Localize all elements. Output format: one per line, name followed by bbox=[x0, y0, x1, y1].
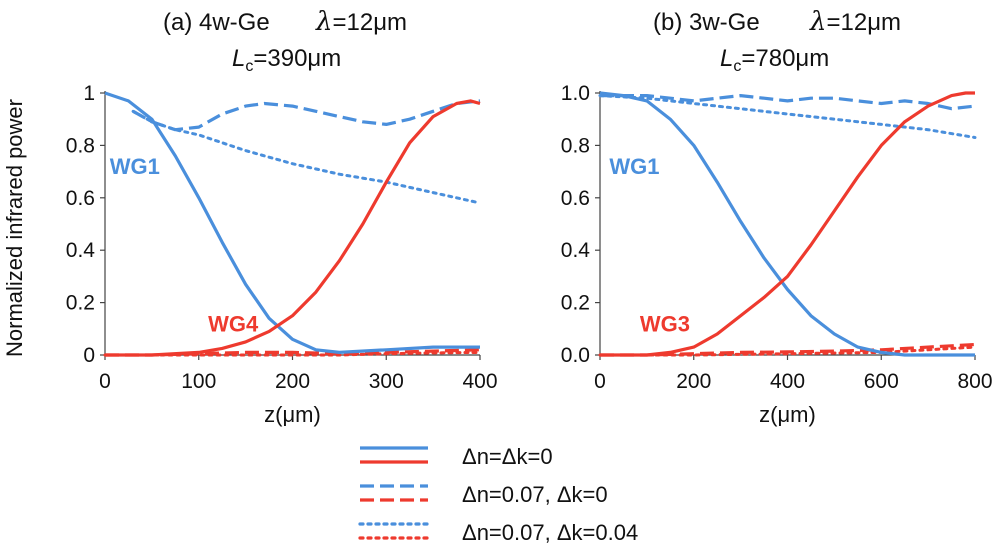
panel-a-y-tick-label: 0.2 bbox=[66, 292, 95, 315]
panel-a-y-tick-label: 0.8 bbox=[66, 134, 95, 157]
panel-b-series-blue-solid bbox=[599, 91, 975, 357]
panel-b-x-tick-label: 0 bbox=[594, 370, 606, 393]
panel-a-x-tick-label: 400 bbox=[462, 370, 497, 393]
panel-b-x-tick-label: 600 bbox=[864, 370, 899, 393]
legend-label-dashed: Δn=0.07, Δk=0 bbox=[462, 482, 608, 507]
panel-b-title: (b) 3w-Ge λ=12μm Lc=780μm bbox=[653, 7, 901, 75]
panel-b-x-axis-label: z(μm) bbox=[759, 402, 816, 427]
panel-a-x-tick-label: 100 bbox=[181, 370, 216, 393]
panel-a-y-tick-label: 0.6 bbox=[66, 187, 95, 210]
chart-panel-a: 0 0.2 0.4 0.6 0.8 1 0 100 200 300 400 z(μm) WG1 WG4 bbox=[66, 82, 498, 427]
panel-a-title-lambda: λ=12μm bbox=[315, 7, 407, 37]
panel-b-label-wg1: WG1 bbox=[609, 154, 659, 179]
panel-a-title-main: (a) 4w-Ge bbox=[163, 9, 270, 36]
panel-a-label-wg4: WG4 bbox=[208, 311, 259, 336]
panel-b-lambda-value: =12μm bbox=[826, 9, 901, 36]
panel-a-y-tick-label: 0 bbox=[83, 344, 95, 367]
panel-b-lc-sub: c bbox=[733, 58, 741, 75]
panel-b-title-lambda: λ=12μm bbox=[809, 7, 901, 37]
panel-b-y-tick-label: 1.0 bbox=[561, 82, 590, 105]
legend-entry-solid: Δn=Δk=0 bbox=[360, 444, 553, 469]
panel-a-x-tick-label: 0 bbox=[99, 370, 111, 393]
panel-a-series-blue-dashed bbox=[132, 99, 481, 132]
panel-b-title-main: (b) 3w-Ge bbox=[653, 9, 760, 36]
panel-a-coupling-length: Lc=390μm bbox=[232, 45, 341, 75]
panel-a-x-tick-label: 200 bbox=[275, 370, 310, 393]
legend-label-dotted: Δn=0.07, Δk=0.04 bbox=[462, 520, 638, 545]
panel-a-x-tick-label: 300 bbox=[369, 370, 404, 393]
panel-b-series-blue-dashed bbox=[600, 93, 976, 111]
panel-a-title: (a) 4w-Ge λ=12μm Lc=390μm bbox=[163, 7, 407, 75]
chart-panel-b: 0.0 0.2 0.4 0.6 0.8 1.0 0 200 400 600 800 z(μm) WG1 W… bbox=[561, 82, 993, 427]
panel-a-lambda-symbol: λ bbox=[315, 7, 332, 37]
panel-b-lambda-symbol: λ bbox=[809, 7, 826, 37]
panel-a-series-blue-solid bbox=[104, 91, 480, 354]
legend-label-solid: Δn=Δk=0 bbox=[462, 444, 553, 469]
panel-b-y-tick-label: 0.0 bbox=[561, 344, 590, 367]
y-axis-label: Normalized infrared power bbox=[2, 99, 27, 357]
panel-b-y-tick-label: 0.8 bbox=[561, 134, 590, 157]
panel-a-series-red-dotted bbox=[103, 350, 482, 357]
panel-b-coupling-length: Lc=780μm bbox=[720, 45, 829, 75]
panel-b-series-red-solid bbox=[600, 91, 975, 357]
panel-b-label-wg3: WG3 bbox=[640, 311, 690, 336]
panel-a-lc-sub: c bbox=[245, 58, 253, 75]
panel-b-x-tick-label: 200 bbox=[676, 370, 711, 393]
panel-a-y-tick-label: 0.4 bbox=[66, 239, 96, 262]
panel-b-series-blue-dotted bbox=[598, 94, 977, 139]
panel-b-y-tick-label: 0.4 bbox=[561, 239, 591, 262]
panel-b-series-red-dotted bbox=[598, 345, 977, 357]
legend-entry-dotted: Δn=0.07, Δk=0.04 bbox=[358, 520, 638, 545]
panel-b-x-tick-label: 800 bbox=[957, 370, 992, 393]
panel-b-x-tick-label: 400 bbox=[770, 370, 805, 393]
panel-a-series-blue-dotted bbox=[131, 109, 482, 205]
legend: Δn=Δk=0 Δn=0.07, Δk=0 Δn=0.07, Δk=0.04 bbox=[358, 444, 638, 545]
panel-b-y-tick-label: 0.2 bbox=[561, 292, 590, 315]
panel-a-series-red-solid bbox=[105, 99, 481, 357]
panel-a-lc-symbol: L bbox=[232, 45, 245, 72]
panel-a-y-tick-label: 1 bbox=[83, 82, 95, 105]
legend-entry-dashed: Δn=0.07, Δk=0 bbox=[360, 482, 608, 507]
panel-b-lc-value: =780μm bbox=[741, 45, 829, 72]
panel-a-x-axis-label: z(μm) bbox=[264, 402, 321, 427]
panel-b-lc-symbol: L bbox=[720, 45, 733, 72]
panel-a-label-wg1: WG1 bbox=[110, 154, 160, 179]
panel-a-lc-value: =390μm bbox=[253, 45, 341, 72]
panel-a-lambda-value: =12μm bbox=[332, 9, 407, 36]
panel-b-y-tick-label: 0.6 bbox=[561, 187, 590, 210]
